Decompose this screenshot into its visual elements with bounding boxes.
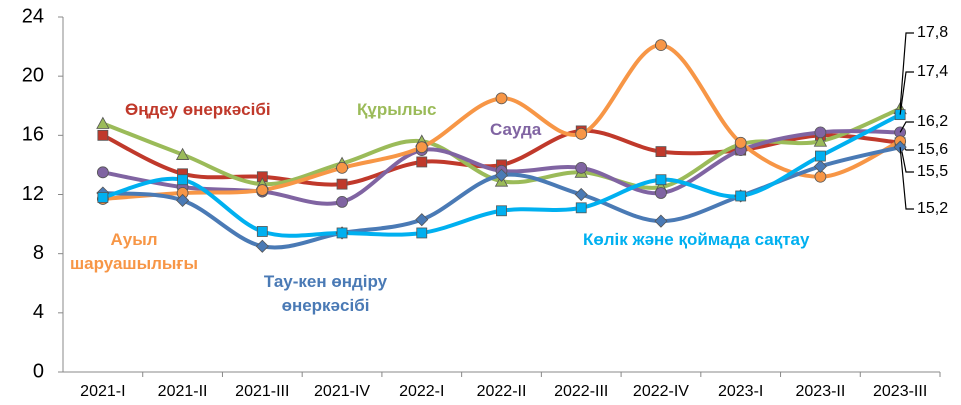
marker: [416, 227, 428, 239]
leader-line: [899, 32, 914, 109]
marker: [336, 227, 348, 239]
series-label: Ауыл шаруашылығы: [69, 230, 199, 273]
y-tick-label: 24: [22, 5, 44, 27]
x-tick-label: 2022-III: [554, 383, 608, 400]
marker: [654, 214, 668, 228]
y-tick-label: 16: [22, 124, 44, 146]
marker: [655, 187, 667, 199]
marker: [813, 134, 828, 147]
y-tick-label: 0: [33, 360, 44, 382]
marker: [415, 141, 428, 154]
marker: [256, 184, 269, 196]
marker: [575, 161, 588, 174]
leader-line: [899, 147, 914, 210]
y-tick-label: 20: [22, 64, 44, 86]
x-tick-label: 2021-II: [158, 383, 208, 400]
series-label: Құрылыс: [357, 100, 437, 119]
y-tick-label: 12: [22, 183, 44, 205]
x-tick-label: 2023-I: [718, 383, 763, 400]
data-label: 15,6: [917, 141, 948, 158]
marker: [97, 192, 109, 203]
x-tick-label: 2022-I: [399, 383, 444, 400]
marker: [175, 147, 190, 160]
data-label: 16,2: [917, 113, 948, 130]
marker: [336, 161, 348, 174]
marker: [655, 146, 667, 158]
data-label: 17,4: [917, 63, 948, 80]
leader-line: [899, 142, 914, 173]
marker: [655, 174, 667, 186]
marker: [735, 190, 747, 202]
marker: [336, 195, 348, 208]
x-tick-label: 2021-III: [235, 383, 289, 400]
marker: [96, 166, 109, 179]
x-tick-label: 2023-II: [796, 383, 846, 400]
x-tick-label: 2021-I: [80, 383, 125, 400]
x-tick-label: 2022-IV: [633, 383, 689, 400]
marker: [734, 136, 747, 149]
marker: [814, 126, 827, 139]
marker: [415, 213, 429, 227]
x-tick-label: 2021-IV: [314, 383, 370, 400]
marker: [256, 226, 268, 237]
y-tick-label: 8: [33, 242, 44, 264]
series-label: Сауда: [490, 120, 542, 139]
marker: [496, 205, 507, 217]
marker: [96, 116, 110, 129]
marker: [495, 92, 508, 105]
marker: [574, 187, 588, 202]
marker: [255, 239, 269, 253]
leader-line: [899, 121, 914, 133]
marker: [575, 127, 588, 140]
marker: [177, 174, 188, 186]
marker: [97, 129, 109, 141]
series-label: Өңдеу өнеркәсібі: [125, 100, 271, 119]
series-label: Тау-кен өндіру өнеркәсібі: [263, 272, 388, 315]
marker: [815, 150, 826, 162]
marker: [575, 202, 587, 214]
leader-line: [899, 71, 914, 115]
data-label: 17,8: [917, 24, 948, 41]
data-label: 15,5: [917, 163, 948, 180]
x-tick-label: 2022-II: [477, 383, 527, 400]
marker: [494, 168, 509, 182]
marker: [813, 159, 827, 173]
marker: [416, 156, 428, 168]
y-tick-label: 4: [33, 301, 44, 323]
marker: [336, 178, 348, 190]
data-label: 15,2: [917, 200, 948, 217]
series-label: Көлік және қоймада сақтау: [583, 230, 810, 249]
marker: [176, 193, 190, 207]
x-tick-label: 2023-III: [873, 383, 927, 400]
marker: [655, 39, 667, 52]
